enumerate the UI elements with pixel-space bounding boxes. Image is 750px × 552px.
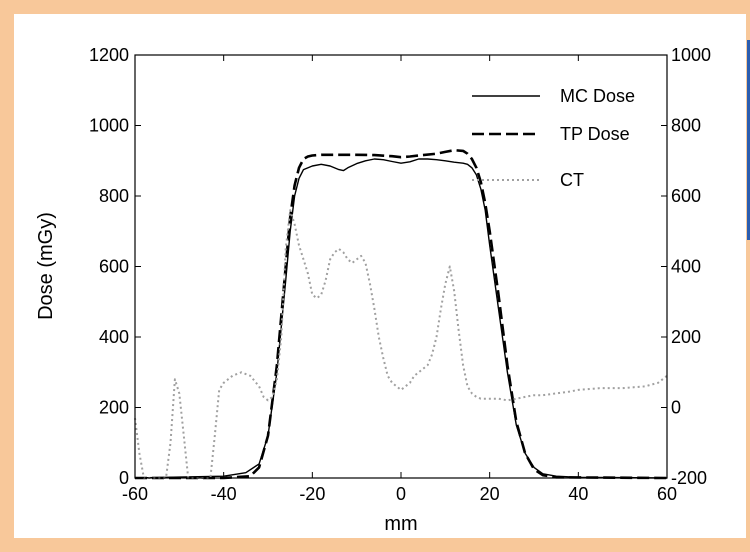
y-tick-label: 400: [99, 327, 129, 347]
x-tick-label: 0: [396, 484, 406, 504]
legend: MC Dose TP Dose CT: [472, 86, 635, 190]
x-axis-label: mm: [384, 513, 417, 535]
y2-tick-label: 1000: [671, 45, 711, 65]
x-tick-label: -40: [211, 484, 237, 504]
legend-label: CT: [560, 170, 584, 190]
y-tick-label: 800: [99, 186, 129, 206]
legend-label: TP Dose: [560, 124, 630, 144]
series-line-ct: [134, 209, 668, 479]
series-layer: [134, 148, 668, 480]
y2-tick-label: 0: [671, 398, 681, 418]
y-axis-label: Dose (mGy): [35, 212, 57, 320]
x-tick-label: 20: [480, 484, 500, 504]
series-line-tp-dose: [135, 148, 668, 480]
y-tick-label: 200: [99, 398, 129, 418]
y-tick-label: 600: [99, 257, 129, 277]
y2-tick-label: 800: [671, 116, 701, 136]
y-tick-label: 1000: [89, 116, 129, 136]
y-tick-label: 0: [119, 468, 129, 488]
legend-label: MC Dose: [560, 86, 635, 106]
x-tick-label: 40: [568, 484, 588, 504]
y2-tick-label: 400: [671, 257, 701, 277]
y2-tick-label: -200: [671, 468, 707, 488]
x-tick-label: -60: [122, 484, 148, 504]
y-tick-label: 1200: [89, 45, 129, 65]
y2-tick-label: 600: [671, 186, 701, 206]
x-tick-label: -20: [299, 484, 325, 504]
plot-area: [135, 55, 667, 478]
blue-edge-strip: [747, 40, 750, 240]
y2-tick-label: 200: [671, 327, 701, 347]
x-tick-label: 60: [657, 484, 677, 504]
ticks-layer: -60 -40 -20 0 20 40 60020040060080010001200-20…: [89, 45, 711, 504]
